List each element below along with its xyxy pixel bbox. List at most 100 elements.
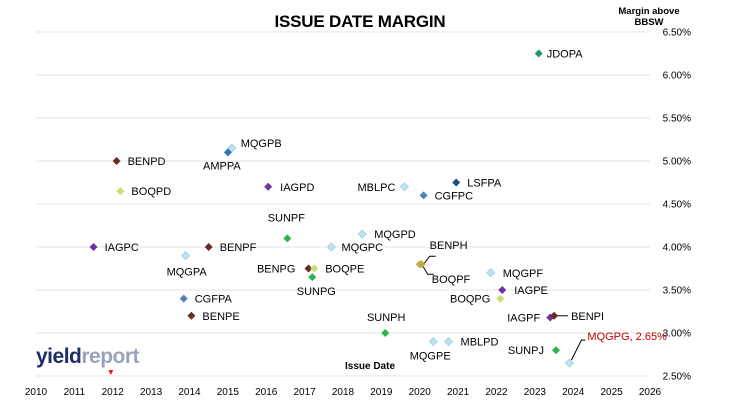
point-benpe: [187, 311, 196, 320]
leader-lines: [421, 255, 586, 361]
x-tick-label: 2017: [294, 387, 317, 398]
y-axis-label-text: Margin above BBSW: [618, 6, 680, 28]
x-tick-label: 2020: [409, 387, 432, 398]
red-arrow-marker: [108, 370, 114, 375]
y-tick-label: 5.00%: [663, 157, 691, 168]
label-amppa: AMPPA: [203, 160, 241, 172]
data-points: [89, 49, 574, 368]
point-cgfpc: [419, 191, 428, 200]
point-benpg: [304, 264, 313, 273]
x-tick-label: 2025: [601, 387, 624, 398]
y-tick-label: 6.00%: [663, 71, 691, 82]
point-mqgpa: [181, 251, 191, 261]
point-amppa: [223, 148, 232, 157]
point-boqpd: [116, 187, 125, 196]
label-benpi: BENPI: [571, 311, 604, 323]
point-boqpg: [496, 294, 505, 303]
y-tick-label: 4.50%: [663, 200, 691, 211]
label-iagpc: IAGPC: [105, 242, 139, 254]
point-mqgpb: [227, 143, 237, 153]
x-tick-label: 2013: [140, 387, 163, 398]
x-tick-label: 2022: [485, 387, 508, 398]
x-tick-label: 2023: [524, 387, 547, 398]
label-sunpg: SUNPG: [297, 286, 336, 298]
y-tick-label: 3.00%: [663, 329, 691, 340]
label-iagpe: IAGPE: [514, 285, 548, 297]
label-sunpf: SUNPF: [268, 212, 306, 224]
label-mqgpd: MQGPD: [374, 229, 416, 241]
label-iagpd: IAGPD: [280, 182, 314, 194]
point-benpd: [112, 157, 121, 165]
x-tick-label: 2019: [370, 387, 393, 398]
label-mqgpc: MQGPC: [341, 242, 383, 254]
label-benpf: BENPF: [220, 242, 257, 254]
label-jdopa: JDOPA: [547, 49, 584, 61]
x-axis-label: Issue Date: [344, 361, 396, 372]
current-date-marker: [108, 370, 114, 375]
yieldreport-logo: yieldreport: [36, 345, 140, 368]
label-boqpd: BOQPD: [131, 186, 171, 198]
label-benpd: BENPD: [128, 156, 166, 168]
label-mqgpg-2-65: MQGPG, 2.65%: [587, 331, 667, 343]
x-tick-label: 2012: [102, 387, 125, 398]
y-tick-label: 2.50%: [663, 372, 691, 383]
point-boqpe: [310, 264, 319, 273]
x-tick-label: 2014: [178, 387, 201, 398]
grid-lines: [36, 31, 650, 377]
point-boqpf: [415, 260, 424, 269]
label-sunph: SUNPH: [367, 312, 406, 324]
point-iagpe: [498, 286, 507, 294]
x-tick-label: 2011: [64, 387, 86, 398]
axis-ticks: 2.50% 3.00% 3.50% 4.00% 4.50% 5.00% 5.50% 6.00%…: [25, 28, 691, 399]
point-iagpd: [264, 182, 273, 191]
label-mqgpa: MQGPA: [167, 267, 208, 279]
label-benpe: BENPE: [202, 311, 239, 323]
label-sunpj: SUNPJ: [508, 345, 544, 357]
label-benpg: BENPG: [257, 264, 296, 276]
point-mqgpe: [428, 337, 438, 347]
point-mqgpf: [486, 268, 496, 278]
x-tick-label: 2018: [332, 387, 355, 398]
x-tick-label: 2024: [562, 387, 585, 398]
y-tick-label: 5.50%: [663, 114, 691, 125]
point-benpi: [550, 311, 559, 320]
leader-boqpf: [421, 263, 434, 275]
label-mqgpe: MQGPE: [410, 351, 451, 363]
leader-benph: [423, 255, 436, 265]
point-mblpc: [399, 182, 409, 192]
label-lsfpa: LSFPA: [467, 178, 502, 190]
point-mblpd: [443, 337, 454, 347]
label-boqpe: BOQPE: [325, 264, 364, 276]
x-tick-label: 2010: [25, 387, 48, 398]
label-cgfpc: CGFPC: [435, 190, 474, 202]
point-iagpc: [89, 243, 98, 251]
point-sunpg: [308, 273, 317, 282]
label-benph: BENPH: [430, 240, 468, 252]
x-tick-label: 2026: [639, 387, 662, 398]
point-benpf: [204, 243, 213, 251]
label-mqgpf: MQGPF: [503, 268, 544, 280]
label-cgfpa: CGFPA: [195, 294, 233, 306]
y-tick-label: 4.00%: [663, 243, 691, 254]
x-tick-label: 2015: [217, 387, 240, 398]
label-boqpg: BOQPG: [450, 294, 490, 306]
y-tick-label: 3.50%: [663, 286, 691, 297]
point-sunpf: [283, 234, 292, 243]
y-tick-label: 6.50%: [663, 28, 691, 39]
point-sunpj: [551, 346, 560, 355]
point-sunph: [381, 329, 390, 337]
label-mqgpb: MQGPB: [241, 138, 282, 150]
y-axis-label: Margin above BBSW: [610, 6, 688, 28]
leader-mqgpg-2-65: [570, 339, 586, 361]
label-boqpf: BOQPF: [432, 274, 471, 286]
chart-title: ISSUE DATE MARGIN: [274, 12, 446, 31]
x-tick-label: 2021: [447, 387, 470, 398]
point-lsfpa: [452, 178, 461, 187]
label-mblpc: MBLPC: [357, 182, 395, 194]
point-mqgpg-2-65: [564, 358, 574, 368]
point-cgfpa: [179, 294, 188, 303]
label-mblpd: MBLPD: [461, 337, 499, 349]
point-jdopa: [534, 49, 543, 58]
x-tick-label: 2016: [255, 387, 278, 398]
